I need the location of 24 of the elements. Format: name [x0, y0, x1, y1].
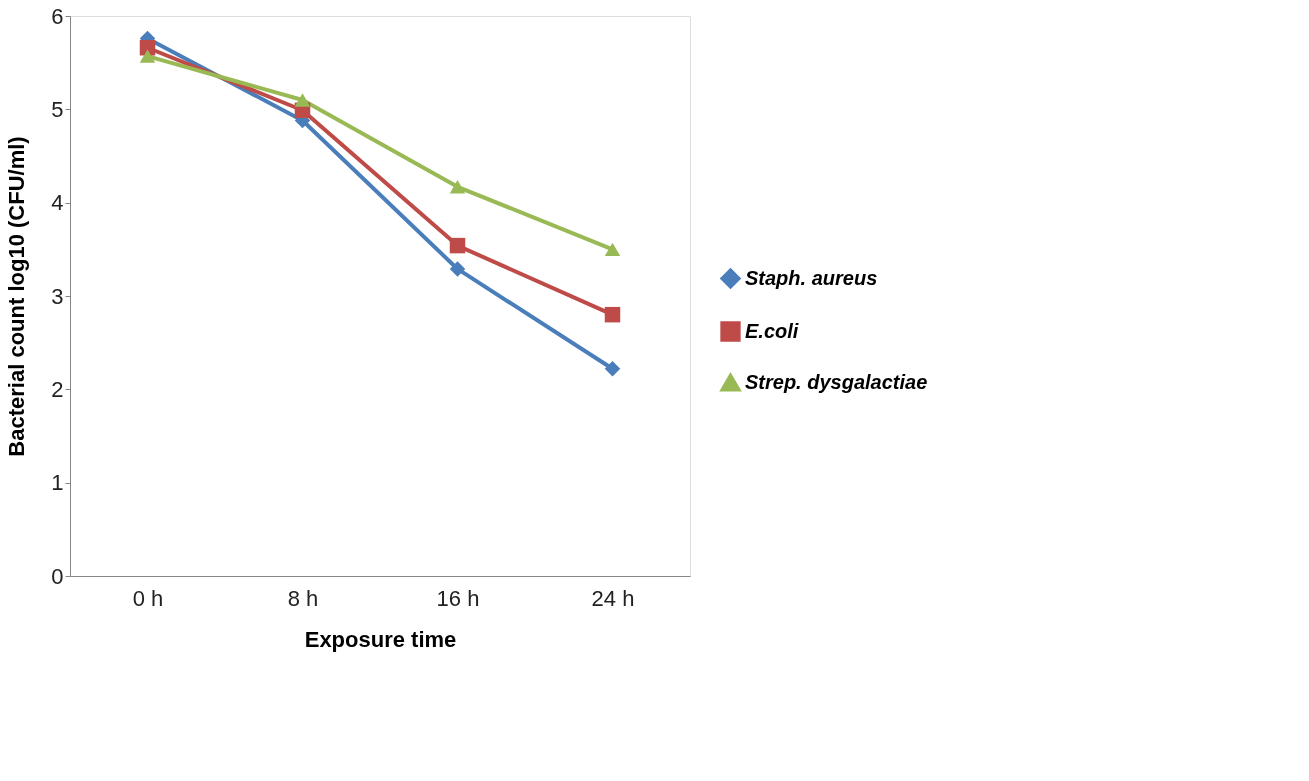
point — [139, 49, 156, 63]
x-tick-label: 0 h — [132, 585, 164, 611]
y-tick-label: 1 — [51, 470, 64, 496]
point — [449, 261, 466, 277]
y-tick-label: 0 — [51, 563, 64, 589]
point — [294, 93, 311, 107]
point — [604, 242, 621, 257]
x-tick-label: 24 h — [591, 585, 635, 611]
y-tick-label: 3 — [51, 283, 64, 309]
y-tick-label: 4 — [51, 190, 64, 216]
legend-label: E.coli — [745, 319, 799, 342]
point — [604, 361, 621, 377]
y-axis-title: Bacterial count log10 (CFU/ml) — [4, 136, 30, 457]
point — [449, 180, 466, 194]
x-axis-title: Exposure time — [304, 626, 457, 652]
x-tick-label: 16 h — [436, 585, 480, 611]
legend-label: Staph. aureus — [745, 266, 878, 289]
y-tick-label: 2 — [51, 376, 64, 402]
legend-label: Strep. dysgalactiae — [745, 370, 928, 393]
y-tick-label: 6 — [51, 3, 64, 29]
x-tick-label: 8 h — [287, 585, 319, 611]
y-tick-label: 5 — [51, 96, 64, 122]
point — [604, 306, 621, 323]
point — [449, 237, 466, 254]
